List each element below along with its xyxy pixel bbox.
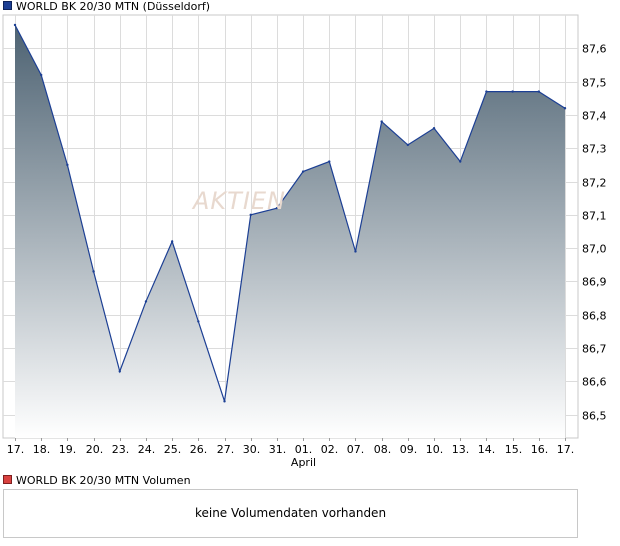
price-point: [406, 143, 410, 147]
price-point: [39, 73, 43, 77]
x-tick-label: 19.: [59, 443, 77, 456]
y-tick-label: 86,6: [582, 376, 607, 389]
volume-chart-box: keine Volumendaten vorhanden: [3, 489, 578, 538]
y-tick-label: 86,9: [582, 276, 607, 289]
price-point: [275, 206, 279, 210]
price-point: [249, 213, 252, 217]
x-tick-label: 01.: [295, 443, 313, 456]
volume-legend: WORLD BK 20/30 MTN Volumen: [3, 474, 191, 488]
price-point: [301, 170, 305, 173]
price-point: [144, 300, 148, 303]
x-tick-label: 13.: [452, 443, 470, 456]
price-series-swatch: [3, 1, 12, 10]
price-point: [354, 250, 357, 253]
y-tick-label: 86,8: [582, 310, 607, 323]
month-label: April: [291, 456, 316, 469]
y-tick-label: 87,3: [582, 143, 607, 156]
x-tick-label: 26.: [190, 443, 208, 456]
y-tick-label: 87,5: [582, 77, 607, 90]
y-tick-label: 86,7: [582, 343, 607, 356]
y-tick-label: 87,4: [582, 110, 607, 123]
x-tick-label: 02.: [321, 443, 339, 456]
price-point: [537, 90, 541, 93]
x-tick-label: 17.: [7, 443, 25, 456]
x-tick-label: 30.: [243, 443, 261, 456]
x-tick-label: 20.: [86, 443, 104, 456]
price-line: [14, 24, 566, 402]
x-tick-label: 10.: [426, 443, 444, 456]
price-point: [223, 400, 226, 403]
price-point: [511, 90, 514, 93]
price-legend: WORLD BK 20/30 MTN (Düsseldorf): [3, 0, 210, 14]
x-tick-label: 08.: [374, 443, 392, 456]
y-tick-label: 86,5: [582, 410, 607, 423]
x-tick-label: 23.: [112, 443, 130, 456]
volume-empty-message: keine Volumendaten vorhanden: [194, 506, 387, 520]
y-tick-label: 87,0: [582, 243, 607, 256]
x-tick-label: 25.: [164, 443, 182, 456]
x-tick-label: 09.: [400, 443, 418, 456]
y-tick-label: 87,6: [582, 43, 607, 56]
x-tick-label: 17.: [557, 443, 575, 456]
volume-series-swatch: [3, 475, 12, 484]
price-point: [380, 120, 383, 123]
y-tick-label: 87,2: [582, 177, 607, 190]
x-tick-label: 24.: [138, 443, 156, 456]
price-point: [485, 90, 488, 93]
price-chart: 86,5 86,6 86,7 86,8 86,9 87,0 87,1 87,2 87,3 87,4…: [2, 14, 607, 469]
price-point: [92, 270, 95, 273]
price-point: [13, 23, 17, 27]
price-point: [459, 160, 462, 163]
price-point: [563, 107, 567, 110]
x-tick-label: 07.: [347, 443, 365, 456]
price-point: [432, 127, 436, 130]
price-point: [197, 320, 200, 323]
price-point: [170, 240, 174, 243]
x-tick-label: 16.: [531, 443, 549, 456]
watermark: AKTIEN: [193, 187, 287, 215]
y-tick-label: 87,1: [582, 210, 607, 223]
price-legend-label: WORLD BK 20/30 MTN (Düsseldorf): [16, 0, 211, 13]
x-tick-label: 18.: [33, 443, 51, 456]
x-tick-label: 31.: [269, 443, 287, 456]
x-tick-label: 15.: [505, 443, 523, 456]
volume-legend-label: WORLD BK 20/30 MTN Volumen: [16, 474, 191, 487]
x-tick-label: 14.: [478, 443, 496, 456]
price-point: [328, 160, 331, 163]
price-area-fill: [15, 24, 565, 438]
price-point: [66, 163, 69, 167]
x-tick-label: 27.: [217, 443, 235, 456]
price-point: [118, 370, 121, 373]
